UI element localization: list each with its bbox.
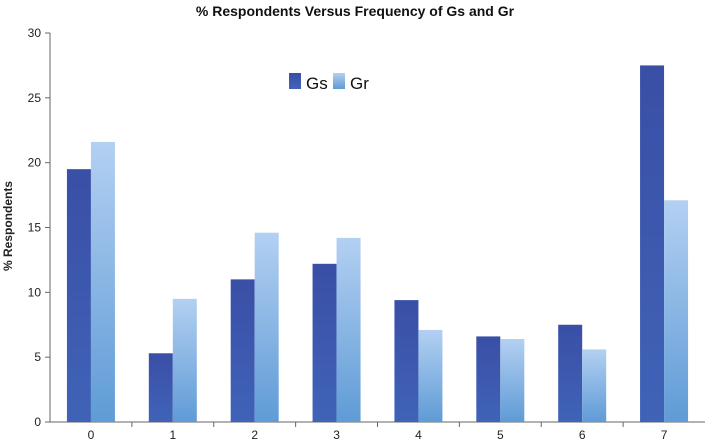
x-tick-label: 3 xyxy=(333,428,340,441)
y-tick-label: 30 xyxy=(28,26,42,40)
bar-gs-2 xyxy=(230,279,255,422)
legend-label-gr: Gr xyxy=(350,74,369,93)
y-tick-label: 15 xyxy=(28,221,42,235)
bars xyxy=(66,65,689,423)
legend-swatch-gs xyxy=(289,73,301,89)
chart-title: % Respondents Versus Frequency of Gs and… xyxy=(196,3,515,19)
x-tick-label: 6 xyxy=(579,428,586,441)
bar-gs-6 xyxy=(558,324,583,422)
bar-gr-0 xyxy=(90,141,115,423)
bar-gr-6 xyxy=(582,349,607,422)
x-tick-label: 0 xyxy=(88,428,95,441)
bar-gs-3 xyxy=(312,263,337,422)
bar-gr-7 xyxy=(664,200,689,422)
bar-gs-7 xyxy=(640,65,665,423)
y-tick-label: 5 xyxy=(34,350,41,364)
y-axis-label: % Respondents xyxy=(1,181,15,271)
bar-gs-0 xyxy=(66,169,91,422)
bar-gr-2 xyxy=(254,232,279,422)
bar-gr-4 xyxy=(418,329,443,422)
x-tick-label: 4 xyxy=(415,428,422,441)
y-tick-label: 10 xyxy=(28,285,42,299)
legend-label-gs: Gs xyxy=(306,74,328,93)
legend: Gs Gr xyxy=(289,73,369,93)
x-tick-label: 7 xyxy=(661,428,668,441)
x-tick-label: 2 xyxy=(251,428,258,441)
bar-gs-4 xyxy=(394,300,419,422)
bar-gr-1 xyxy=(172,298,197,422)
bar-gr-3 xyxy=(336,237,361,422)
bar-gs-1 xyxy=(148,353,173,422)
legend-swatch-gr xyxy=(333,73,345,89)
x-tick-label: 5 xyxy=(497,428,504,441)
bar-gs-5 xyxy=(476,336,501,422)
bar-gr-5 xyxy=(500,339,525,422)
y-tick-label: 25 xyxy=(28,91,42,105)
y-tick-label: 0 xyxy=(34,415,41,429)
x-tick-label: 1 xyxy=(169,428,176,441)
y-tick-label: 20 xyxy=(28,156,42,170)
